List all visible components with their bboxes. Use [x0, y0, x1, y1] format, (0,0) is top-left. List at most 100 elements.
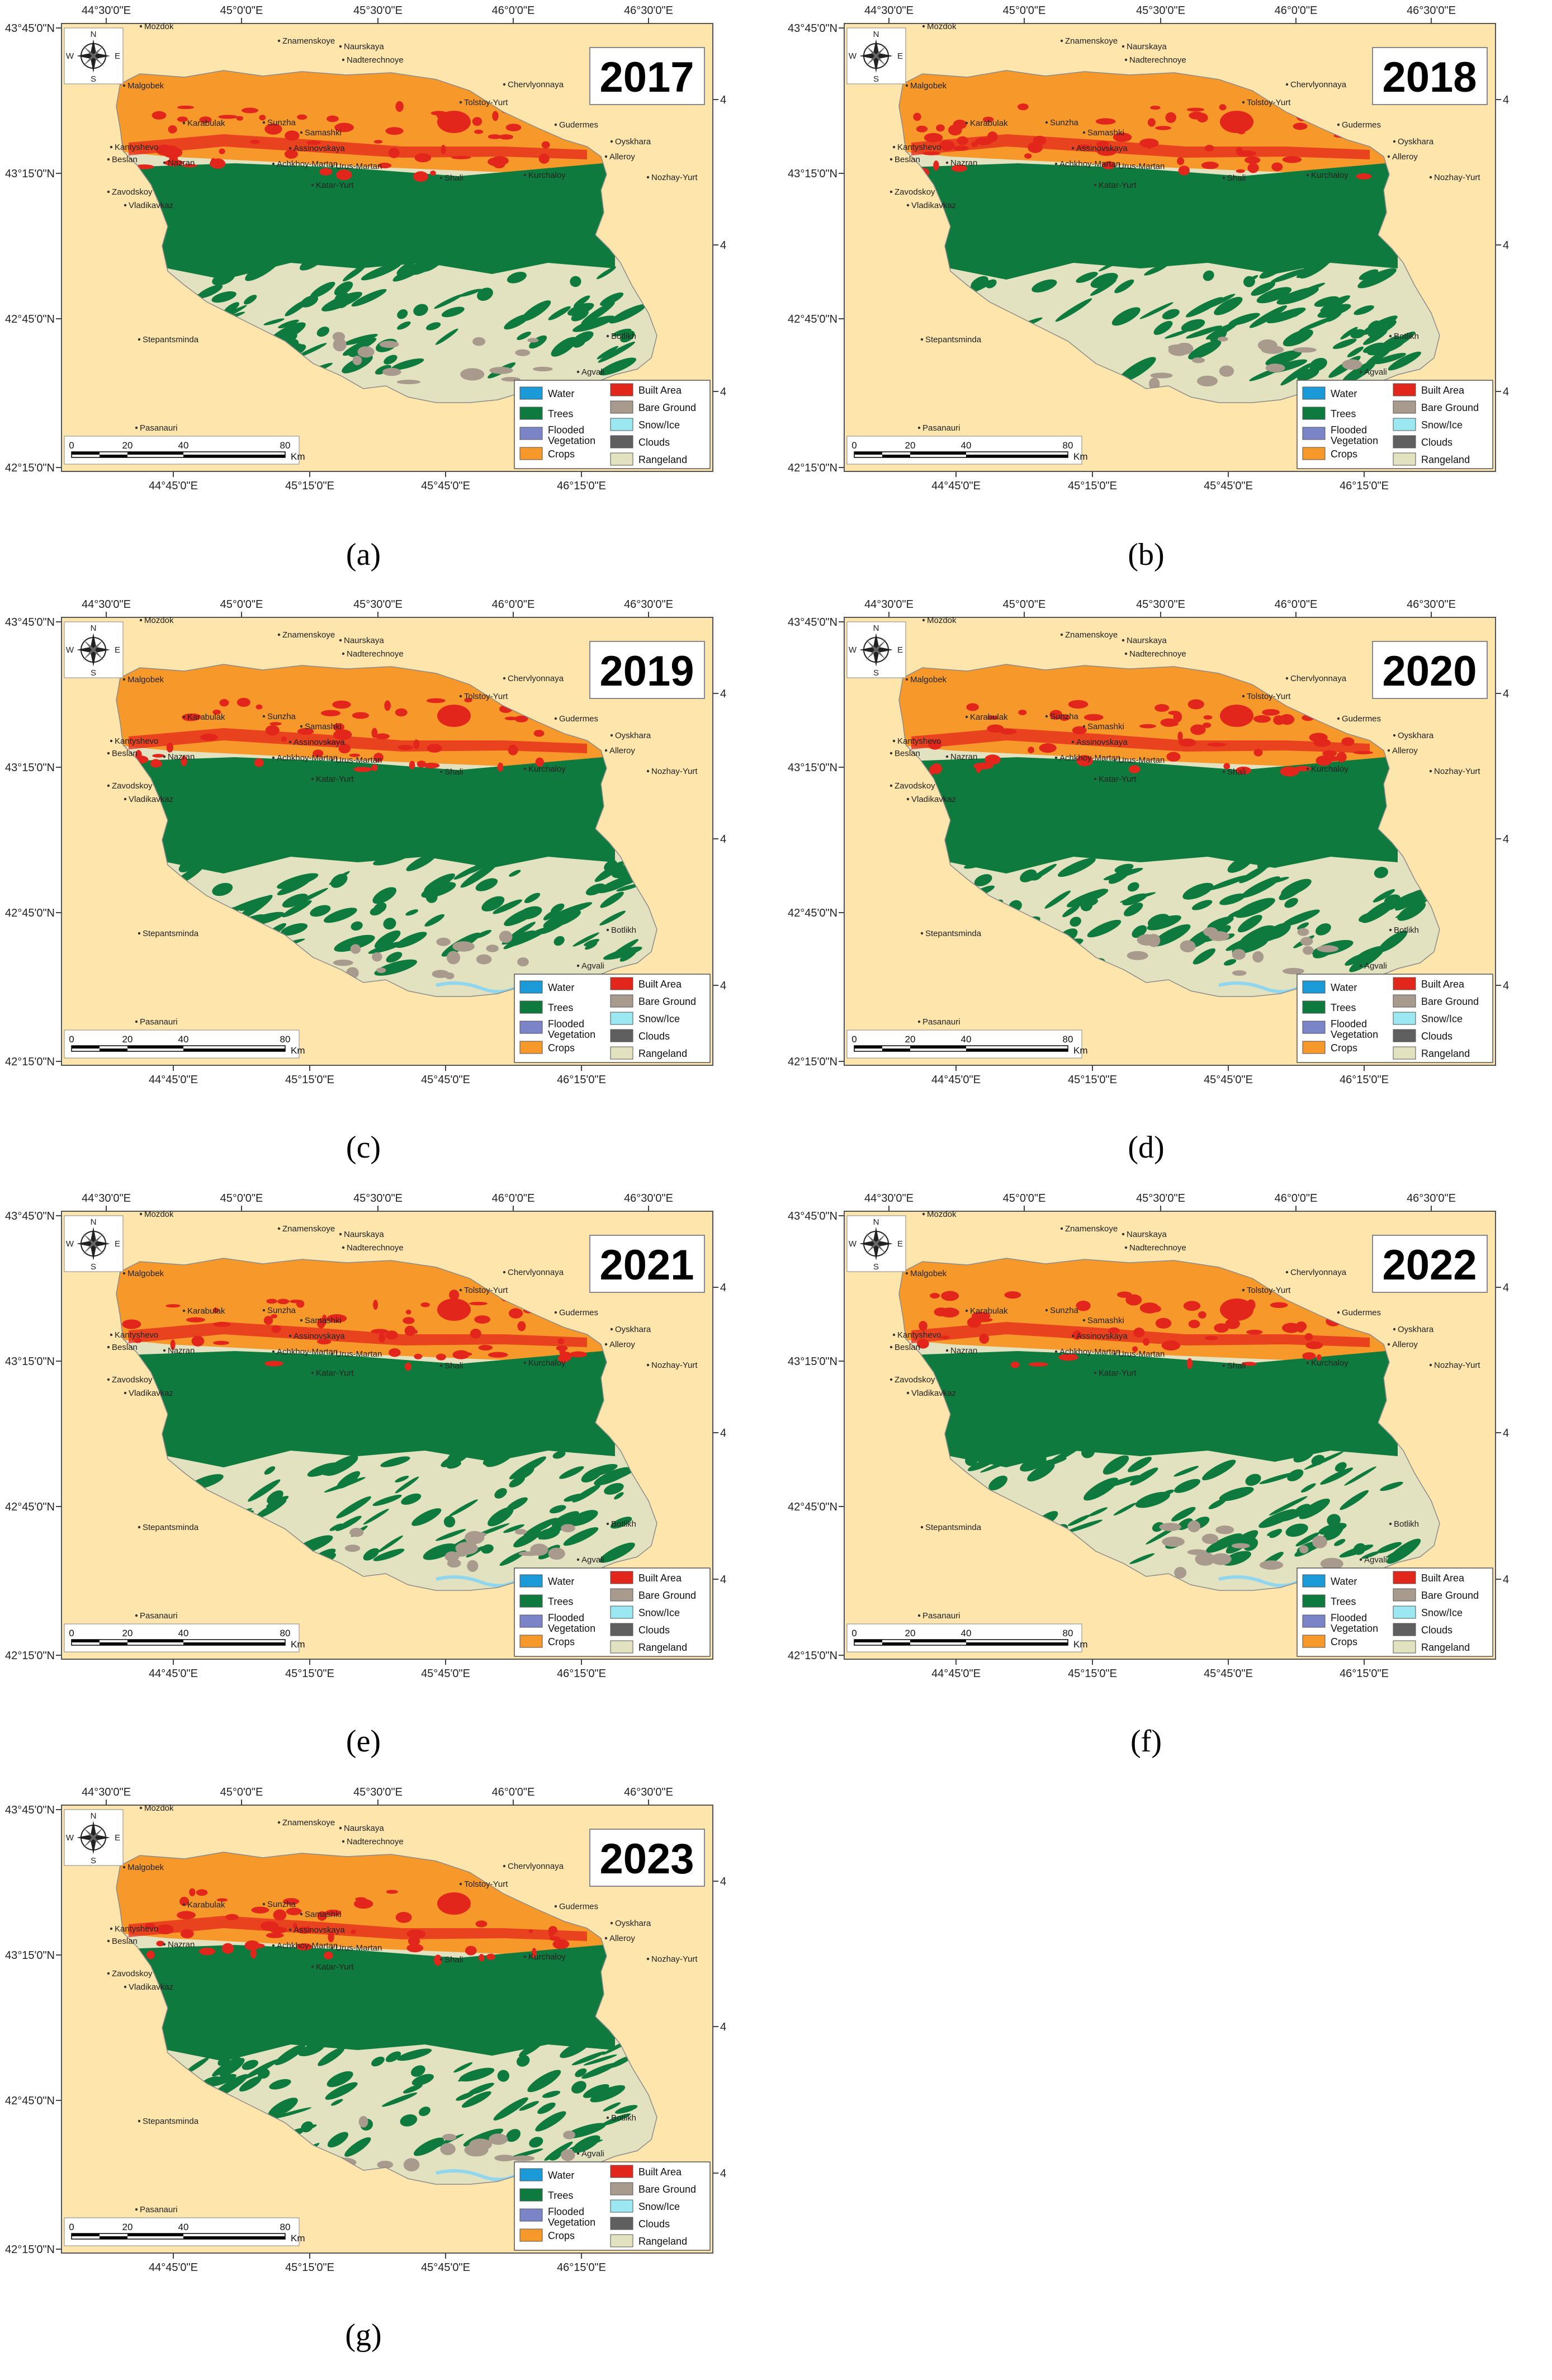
legend-swatch — [1302, 1000, 1326, 1014]
place-name-label: Nozhay-Yurt — [651, 173, 698, 182]
legend-swatch — [519, 1594, 543, 1608]
place-name-label: Sunzha — [267, 1900, 296, 1909]
place-name-label: Naurskaya — [344, 1824, 384, 1833]
place-marker — [1285, 83, 1289, 86]
place-name-label: Naurskaya — [344, 42, 384, 51]
place-name-label: Gudermes — [1342, 1308, 1381, 1318]
place-name-label: Nadterechnoye — [347, 1837, 404, 1847]
compass-west-label: W — [849, 51, 857, 61]
place-name-label: Urus-Martan — [335, 1349, 382, 1359]
latitude-label-right: 42°30'0"N — [720, 1574, 727, 1586]
longitude-label-bottom: 45°15'0"E — [1068, 1668, 1117, 1680]
place-marker — [1429, 769, 1432, 773]
place-name-label: Achkhoy-Martan — [277, 1347, 338, 1357]
legend-swatch — [1393, 994, 1416, 1008]
latitude-label-right: 43°0'0"N — [1503, 239, 1510, 252]
legend-label: Rangeland — [1421, 1048, 1470, 1059]
place-name-label: Malgobek — [127, 1863, 164, 1872]
place-name-label: Gudermes — [559, 714, 598, 724]
place-name-label: Shali — [1227, 1361, 1246, 1371]
place-marker — [1429, 176, 1432, 179]
place-marker — [1045, 1309, 1048, 1312]
legend-label: Vegetation — [548, 1623, 595, 1634]
scale-tick-label: 80 — [1063, 1628, 1073, 1638]
place-marker — [1222, 770, 1225, 773]
place-name-label: Vladikavkaz — [129, 1982, 173, 1992]
legend-swatch — [1393, 452, 1416, 466]
place-marker — [459, 1288, 462, 1292]
place-name-label: Naurskaya — [344, 1230, 384, 1239]
scale-tick-label: 0 — [851, 1034, 857, 1045]
compass-rose: N S E W — [846, 621, 906, 678]
latitude-label-right: 42°30'0"N — [720, 386, 727, 398]
place-name-label: Naurskaya — [1127, 42, 1167, 51]
compass-north-label: N — [873, 1217, 879, 1227]
place-marker — [945, 161, 949, 164]
compass-south-label: S — [91, 1262, 96, 1272]
place-marker — [892, 1333, 896, 1337]
compass-east-label: E — [897, 1239, 903, 1249]
place-name-label: Pasanauri — [922, 423, 960, 433]
place-marker — [262, 1309, 266, 1312]
place-marker — [330, 164, 334, 168]
longitude-label-top: 44°30'0"E — [82, 4, 131, 17]
place-name-label: Karabulak — [187, 712, 225, 722]
latitude-label-left: 42°45'0"N — [788, 1501, 837, 1513]
legend-label: Snow/Ice — [1421, 1607, 1463, 1618]
place-marker — [1337, 123, 1340, 126]
place-marker — [892, 739, 896, 743]
legend-swatch — [1393, 435, 1416, 448]
panel-caption: (c) — [346, 1130, 381, 1165]
longitude-label-top: 45°0'0"E — [220, 598, 263, 611]
longitude-label-bottom: 46°15'0"E — [1340, 1074, 1389, 1086]
place-marker — [439, 1958, 443, 1961]
legend-swatch — [519, 386, 543, 400]
longitude-label-top: 46°30'0"E — [624, 4, 673, 17]
latitude-label-left: 42°45'0"N — [5, 313, 55, 325]
latitude-label-right: 43°0'0"N — [720, 239, 727, 252]
place-marker — [107, 158, 110, 161]
place-name-label: Nazran — [950, 752, 977, 762]
longitude-label-bottom: 45°45'0"E — [421, 480, 470, 492]
latitude-label-left: 42°45'0"N — [5, 907, 55, 919]
place-name-label: Kurchaloy — [1311, 764, 1348, 774]
scale-tick-label: 20 — [905, 1628, 916, 1638]
place-name-label: Achkhoy-Martan — [1059, 753, 1120, 763]
land-cover-layer — [116, 1852, 657, 2184]
place-marker — [163, 755, 166, 758]
legend-swatch — [519, 980, 543, 994]
place-marker — [300, 725, 303, 728]
year-label: 2019 — [599, 648, 694, 695]
legend-label: Bare Ground — [1421, 1590, 1479, 1601]
compass-rose: N S E W — [64, 621, 124, 678]
latitude-label-left: 43°15'0"N — [5, 1356, 55, 1368]
place-marker — [889, 784, 893, 787]
place-name-label: Mozdok — [927, 22, 957, 31]
place-marker — [920, 1526, 924, 1529]
compass-east-label: E — [897, 51, 903, 61]
legend-swatch — [610, 2217, 633, 2230]
place-name-label: Shali — [1227, 767, 1246, 777]
place-name-label: Tolstoy-Yurt — [464, 692, 508, 701]
land-cover-layer — [116, 1258, 657, 1590]
latitude-label-right: 42°30'0"N — [720, 980, 727, 992]
map-panel-2021: 44°30'0"E 45°0'0"E 45°30'0"E 46°0'0"E 46°30'… — [0, 1188, 727, 1775]
year-box — [589, 1829, 705, 1887]
compass-north-label: N — [91, 1811, 97, 1821]
place-name-label: Stepantsminda — [143, 335, 199, 344]
legend-swatch — [610, 1605, 633, 1619]
panel-caption: (e) — [346, 1724, 381, 1759]
longitude-label-top: 46°0'0"E — [492, 1786, 535, 1798]
place-marker — [610, 1328, 613, 1331]
legend-label: Rangeland — [638, 454, 687, 465]
place-name-label: Achkhoy-Martan — [277, 159, 338, 169]
place-marker — [439, 1364, 443, 1367]
legend-swatch — [610, 977, 633, 990]
place-marker — [945, 755, 949, 758]
legend-label: Clouds — [638, 1625, 670, 1636]
place-name-label: Tolstoy-Yurt — [1247, 692, 1291, 701]
place-marker — [1389, 1522, 1392, 1526]
scale-tick-label: 20 — [122, 1034, 133, 1045]
place-name-label: Beslan — [895, 155, 920, 164]
